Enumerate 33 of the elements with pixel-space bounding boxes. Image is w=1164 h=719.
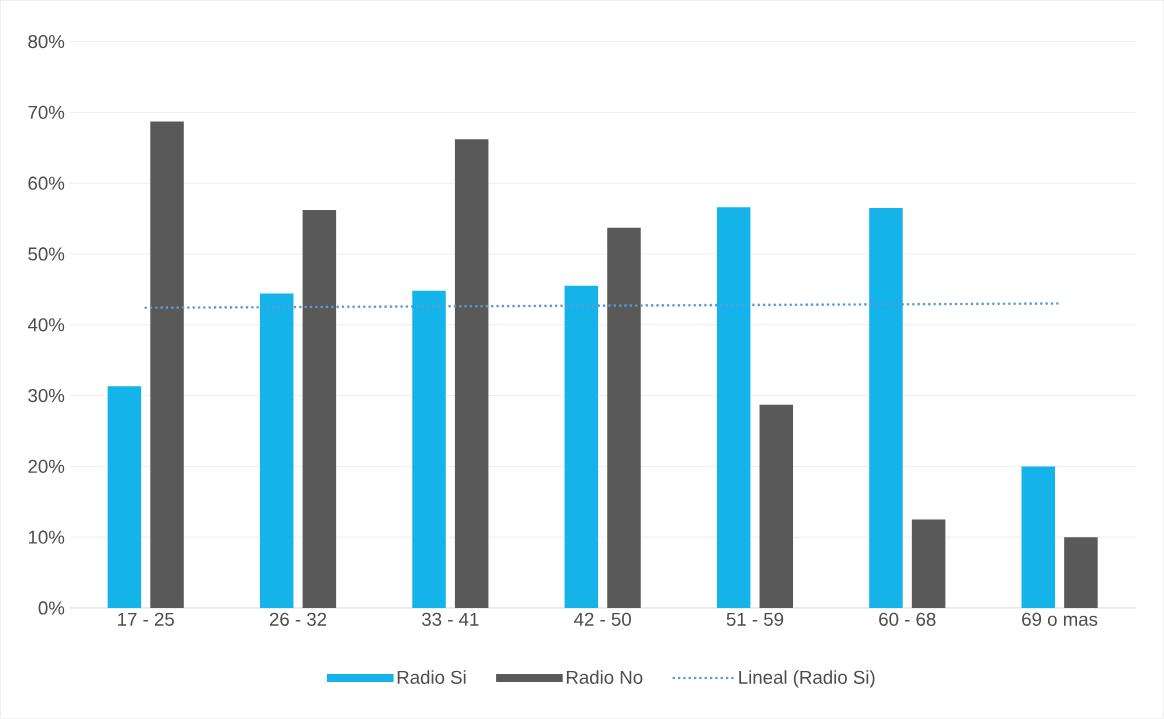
y-tick-label: 70% — [28, 105, 65, 120]
y-tick-label: 20% — [28, 459, 65, 474]
bar — [454, 139, 489, 609]
bar — [412, 290, 446, 609]
bar — [716, 207, 751, 609]
bar — [607, 227, 641, 609]
bar — [869, 208, 903, 609]
legend-label: Lineal (Radio Si) — [739, 670, 875, 688]
x-tick-label: 69 o mas — [1022, 612, 1098, 626]
bar — [759, 404, 794, 609]
bar — [107, 386, 142, 609]
y-tick-label: 40% — [27, 318, 65, 332]
x-tick-label: 42 - 50 — [574, 612, 631, 626]
legend-label: Radio No — [566, 670, 643, 684]
x-tick-label: 51 - 59 — [726, 612, 784, 626]
bar — [911, 519, 946, 609]
bar — [1021, 466, 1056, 609]
x-tick-label: 17 - 25 — [118, 612, 174, 626]
y-tick-label: 0% — [38, 601, 65, 615]
y-tick-label: 60% — [28, 176, 65, 190]
bar — [302, 210, 337, 609]
x-tick-label: 26 - 32 — [269, 612, 327, 626]
bar — [150, 121, 184, 609]
x-tick-label: 60 - 68 — [879, 612, 936, 626]
bar — [1064, 537, 1098, 609]
y-tick-label: 30% — [28, 389, 65, 403]
y-tick-label: 10% — [28, 530, 65, 544]
y-tick-label: 80% — [28, 35, 65, 49]
x-tick-label: 33 - 41 — [422, 612, 479, 626]
legend-label: Radio Si — [397, 670, 466, 684]
bar — [564, 285, 599, 609]
bar — [259, 293, 294, 609]
y-tick-label: 50% — [28, 247, 65, 261]
